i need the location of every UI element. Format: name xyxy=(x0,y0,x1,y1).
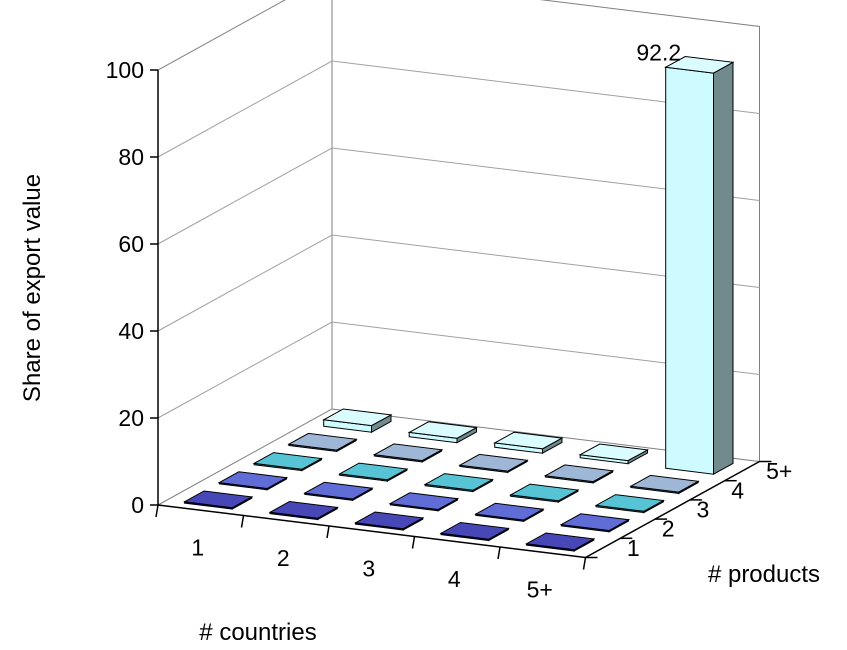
x-tick xyxy=(326,525,330,539)
x-axis-line xyxy=(157,504,586,559)
bar-top xyxy=(338,462,409,481)
z-tick-label: 1 xyxy=(627,535,640,561)
y-axis-title: Share of export value xyxy=(19,174,46,402)
x-tick xyxy=(155,504,159,518)
bar-top xyxy=(559,513,631,532)
axes xyxy=(150,69,772,570)
bar-top xyxy=(322,408,393,427)
x-tick-label: 3 xyxy=(362,555,375,581)
gridlines xyxy=(157,60,760,419)
bar-top xyxy=(493,431,564,450)
y-tick-label: 80 xyxy=(118,144,144,170)
bar-top xyxy=(543,464,615,483)
x-tick xyxy=(497,546,501,560)
bar xyxy=(559,513,631,533)
bar xyxy=(252,452,323,472)
bar-top xyxy=(252,452,323,470)
bar xyxy=(338,462,409,482)
bar xyxy=(388,492,460,512)
gridline xyxy=(157,147,760,245)
bar xyxy=(372,443,444,463)
bar-top xyxy=(594,494,665,512)
bar-top xyxy=(407,421,479,439)
bar-top xyxy=(524,532,596,551)
bar-top xyxy=(509,483,580,502)
bar xyxy=(287,432,358,453)
bar xyxy=(423,473,494,493)
y-tick-label: 20 xyxy=(118,405,144,431)
x-tick xyxy=(240,515,245,528)
bar xyxy=(182,490,254,510)
y-tick-label: 40 xyxy=(118,318,144,344)
bar-top xyxy=(303,481,374,500)
z-tick-label: 4 xyxy=(731,477,744,503)
z-axis-title: # products xyxy=(708,561,820,588)
bar xyxy=(594,494,665,514)
x-tick-label: 1 xyxy=(191,534,204,560)
bar-top xyxy=(353,511,425,530)
x-axis-title: # countries xyxy=(199,619,316,646)
bar xyxy=(407,421,479,444)
z-tick-label: 5+ xyxy=(766,458,792,484)
z-tick-label: 3 xyxy=(697,497,710,523)
bar xyxy=(509,483,580,503)
bar xyxy=(353,511,425,531)
bar xyxy=(578,443,650,465)
bars xyxy=(182,55,735,552)
bar-top xyxy=(578,443,650,462)
bar xyxy=(458,453,529,474)
bar xyxy=(474,502,545,523)
gridline xyxy=(157,234,760,332)
gridline xyxy=(157,60,760,158)
bar xyxy=(303,481,374,502)
bar xyxy=(629,474,700,495)
y-tick-label: 0 xyxy=(131,492,144,518)
bar-top xyxy=(268,500,339,519)
bar xyxy=(217,471,289,491)
data-label: 92.2 xyxy=(636,39,681,65)
x-tick xyxy=(411,536,416,549)
chart-walls xyxy=(157,0,760,506)
x-tick-label: 5+ xyxy=(527,576,553,602)
x-tick xyxy=(582,557,587,570)
bar xyxy=(543,464,615,484)
bar xyxy=(322,408,393,434)
bar-top xyxy=(372,443,444,462)
y-tick-label: 60 xyxy=(118,231,144,257)
bar-top xyxy=(388,492,460,511)
x-tick-label: 2 xyxy=(277,545,290,571)
bar-top xyxy=(439,521,510,540)
bar-top xyxy=(458,453,529,472)
bar-top xyxy=(629,474,700,493)
x-tick-label: 4 xyxy=(448,566,461,592)
bar-side xyxy=(713,61,734,476)
bar-top xyxy=(474,502,545,521)
bar-top xyxy=(182,490,254,509)
bar xyxy=(268,500,339,521)
y-tick-label: 100 xyxy=(106,57,144,83)
bar xyxy=(664,55,735,476)
gridline xyxy=(157,321,760,419)
bar-top xyxy=(217,471,289,490)
bar-top xyxy=(423,473,494,491)
bar-front xyxy=(665,66,714,475)
bar xyxy=(493,431,564,455)
bar xyxy=(439,521,510,542)
z-tick-label: 2 xyxy=(662,516,675,542)
z-axis-line xyxy=(585,460,760,559)
bar-top xyxy=(287,432,358,451)
bar-top xyxy=(664,55,735,74)
bar xyxy=(524,532,596,552)
back-wall xyxy=(331,0,760,463)
